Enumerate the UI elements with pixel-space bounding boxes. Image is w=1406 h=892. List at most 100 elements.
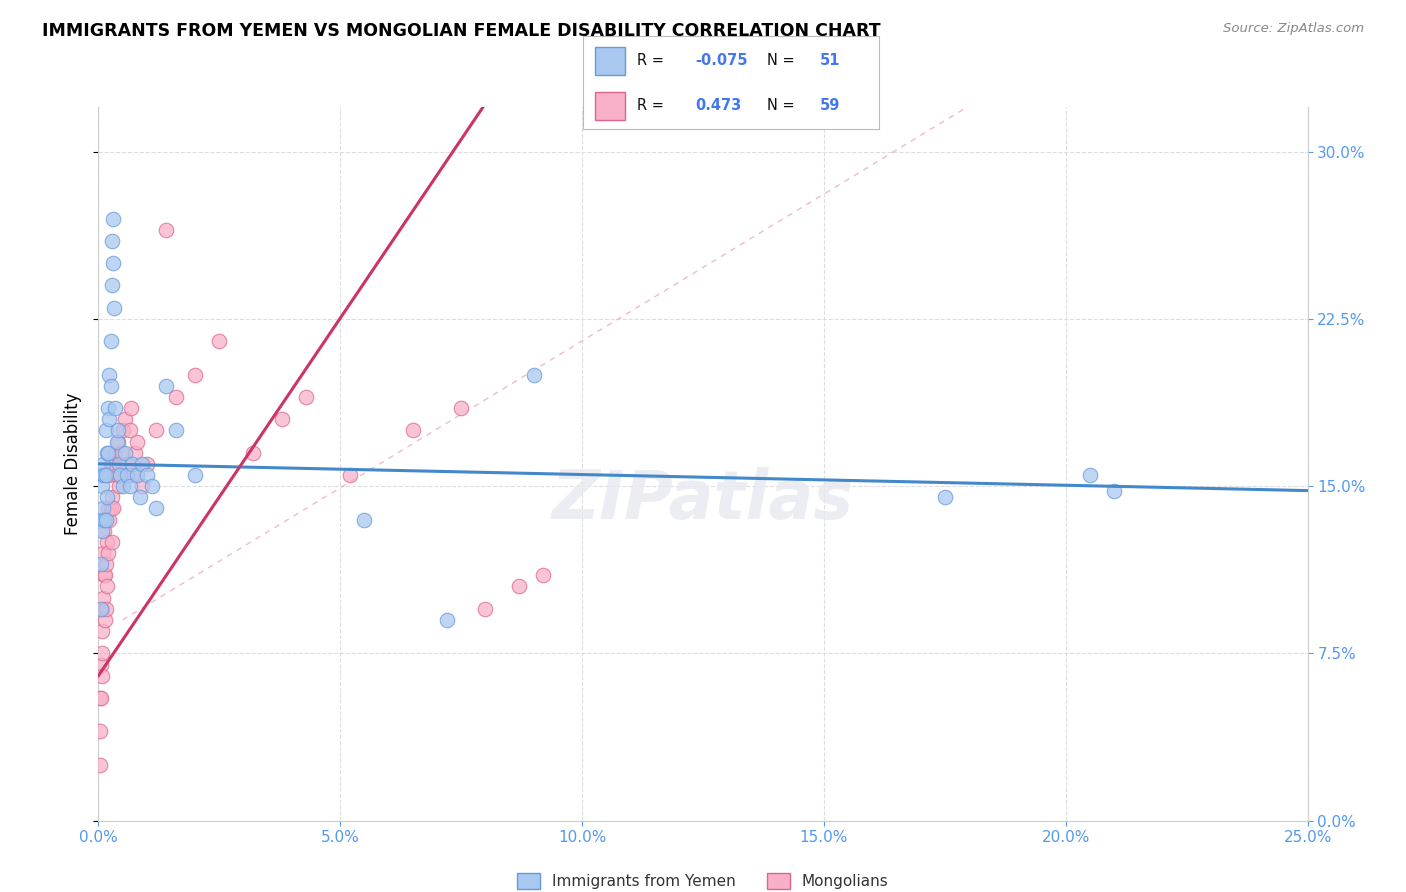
Point — [94, 613, 117, 627]
Point — [1078, 467, 1101, 482]
FancyBboxPatch shape — [595, 92, 624, 120]
Point — [89, 690, 111, 705]
Point — [96, 580, 118, 594]
Point — [450, 401, 472, 416]
Point — [114, 412, 136, 426]
Point — [90, 669, 112, 683]
Point — [101, 211, 124, 226]
Point — [108, 467, 131, 482]
Point — [242, 445, 264, 460]
Point — [100, 378, 122, 392]
Text: Source: ZipAtlas.com: Source: ZipAtlas.com — [1223, 22, 1364, 36]
Point — [105, 467, 128, 482]
Point — [101, 457, 124, 471]
Point — [98, 368, 121, 382]
Point — [90, 624, 112, 639]
Point — [97, 546, 120, 560]
Point — [94, 424, 117, 438]
Point — [531, 568, 554, 582]
Point — [89, 758, 111, 772]
Point — [523, 368, 546, 382]
Point — [93, 512, 115, 526]
Point — [100, 457, 122, 471]
Point — [93, 524, 115, 538]
Point — [127, 467, 149, 482]
Point — [96, 557, 118, 572]
Legend: Immigrants from Yemen, Mongolians: Immigrants from Yemen, Mongolians — [512, 867, 894, 892]
Point — [107, 457, 129, 471]
Text: R =: R = — [637, 98, 668, 113]
Point — [90, 657, 112, 672]
Text: 0.473: 0.473 — [696, 98, 742, 113]
Point — [103, 301, 125, 315]
Point — [436, 613, 458, 627]
Point — [107, 424, 129, 438]
Point — [402, 424, 425, 438]
Point — [98, 412, 121, 426]
Point — [508, 580, 530, 594]
Text: N =: N = — [766, 54, 799, 69]
Point — [124, 445, 146, 460]
Point — [141, 479, 163, 493]
Point — [104, 401, 127, 416]
Point — [90, 557, 112, 572]
Point — [91, 457, 114, 471]
Point — [94, 512, 117, 526]
Point — [100, 334, 122, 349]
Point — [101, 256, 124, 270]
Point — [111, 479, 134, 493]
Point — [96, 602, 118, 616]
Point — [93, 568, 115, 582]
Point — [131, 479, 153, 493]
Point — [97, 501, 120, 516]
Point — [145, 424, 167, 438]
Point — [96, 491, 118, 505]
Point — [98, 467, 121, 482]
Point — [105, 434, 128, 449]
Point — [155, 378, 177, 392]
Point — [91, 591, 114, 605]
Point — [100, 501, 122, 516]
Point — [90, 512, 112, 526]
Point — [94, 568, 117, 582]
Point — [107, 479, 129, 493]
Text: R =: R = — [637, 54, 668, 69]
Point — [135, 467, 157, 482]
Point — [90, 690, 112, 705]
Point — [91, 479, 114, 493]
Text: 51: 51 — [820, 54, 841, 69]
Point — [934, 491, 956, 505]
Point — [111, 445, 134, 460]
Point — [117, 467, 139, 482]
Point — [145, 501, 167, 516]
Point — [91, 602, 114, 616]
Point — [353, 512, 375, 526]
Point — [90, 467, 112, 482]
Point — [91, 546, 114, 560]
Point — [104, 445, 127, 460]
Point — [101, 534, 124, 549]
Text: N =: N = — [766, 98, 799, 113]
Point — [127, 434, 149, 449]
Point — [93, 467, 115, 482]
Point — [184, 368, 207, 382]
Point — [135, 457, 157, 471]
Text: -0.075: -0.075 — [696, 54, 748, 69]
Point — [474, 602, 496, 616]
Point — [97, 445, 120, 460]
Point — [128, 491, 150, 505]
Point — [114, 445, 136, 460]
Point — [101, 234, 124, 248]
Point — [101, 278, 124, 293]
Point — [295, 390, 318, 404]
Point — [98, 512, 121, 526]
Point — [118, 479, 141, 493]
Point — [118, 424, 141, 438]
Point — [89, 724, 111, 739]
Point — [108, 467, 131, 482]
Point — [165, 424, 187, 438]
Y-axis label: Female Disability: Female Disability — [65, 392, 83, 535]
Point — [1102, 483, 1125, 498]
Point — [111, 424, 134, 438]
Text: ZIPatlas: ZIPatlas — [553, 467, 853, 533]
